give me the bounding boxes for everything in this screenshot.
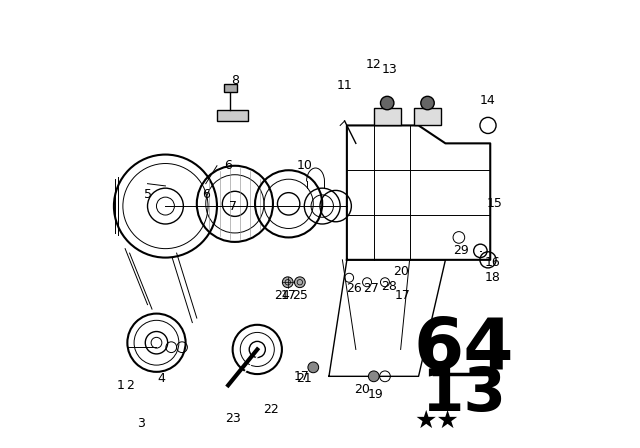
- Text: 3: 3: [137, 417, 145, 430]
- Text: 15: 15: [487, 197, 502, 211]
- Text: 10: 10: [296, 159, 312, 172]
- Circle shape: [294, 277, 305, 288]
- Circle shape: [421, 96, 435, 110]
- Bar: [414, 108, 441, 125]
- Text: 16: 16: [484, 255, 500, 269]
- Text: 24: 24: [274, 289, 290, 302]
- Circle shape: [380, 96, 394, 110]
- Text: 17: 17: [395, 289, 411, 302]
- Text: 5: 5: [143, 188, 152, 202]
- Text: 17: 17: [294, 370, 310, 383]
- Text: 1: 1: [116, 379, 125, 392]
- Text: 13: 13: [421, 365, 506, 424]
- Text: 26: 26: [346, 282, 362, 296]
- Text: 12: 12: [366, 58, 381, 72]
- Circle shape: [369, 371, 379, 382]
- Bar: [374, 108, 401, 125]
- Text: ★★: ★★: [414, 409, 459, 433]
- Text: 25: 25: [292, 289, 308, 302]
- Text: 2: 2: [125, 379, 134, 392]
- Text: 23: 23: [225, 412, 241, 426]
- Text: 11: 11: [337, 78, 353, 92]
- Text: 27: 27: [364, 282, 380, 296]
- Circle shape: [308, 362, 319, 373]
- Text: 20: 20: [355, 383, 371, 396]
- Bar: [224, 84, 237, 92]
- Text: 14: 14: [480, 94, 496, 108]
- Text: 7: 7: [228, 199, 237, 213]
- Text: 17: 17: [281, 289, 296, 302]
- Text: 18: 18: [484, 271, 500, 284]
- Text: 13: 13: [381, 63, 397, 76]
- Text: 6: 6: [202, 188, 210, 202]
- Text: 64: 64: [413, 315, 514, 384]
- Bar: [217, 110, 248, 121]
- Text: 20: 20: [393, 264, 408, 278]
- Text: 29: 29: [453, 244, 469, 258]
- Text: 22: 22: [263, 403, 278, 417]
- Text: 8: 8: [231, 74, 239, 87]
- Text: 6: 6: [224, 159, 232, 172]
- Text: 28: 28: [381, 280, 397, 293]
- Text: 4: 4: [157, 372, 165, 385]
- Circle shape: [282, 277, 293, 288]
- Text: 21: 21: [296, 372, 312, 385]
- Text: 19: 19: [368, 388, 384, 401]
